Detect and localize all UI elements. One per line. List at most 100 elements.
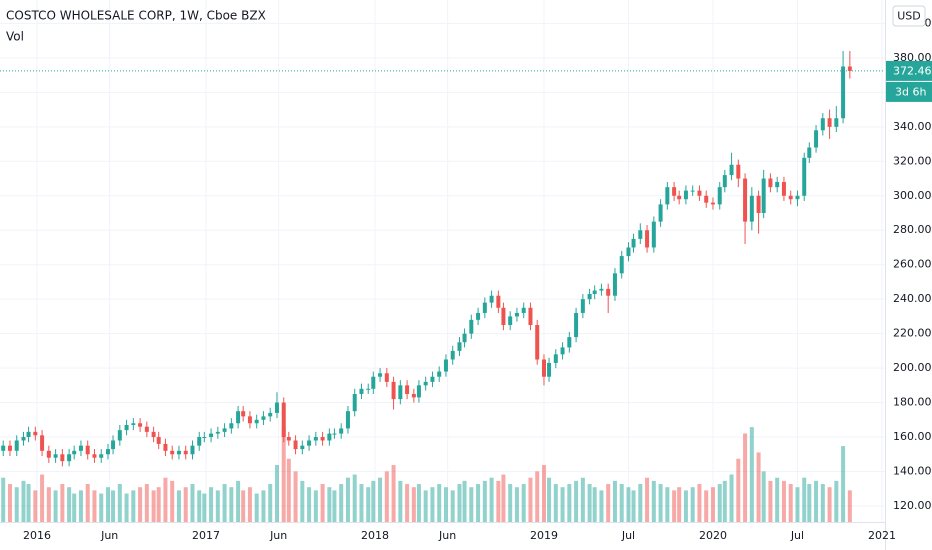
volume-bar (827, 487, 832, 522)
volume-bar (807, 484, 812, 522)
volume-bar (111, 490, 116, 522)
volume-bar (352, 474, 357, 522)
x-tick-label: 2016 (23, 529, 51, 542)
volume-bar (736, 458, 741, 522)
volume-bar (683, 490, 688, 522)
axes: 120.00 140.00 160.00 180.00 200.00 220.00 240.… (23, 16, 932, 542)
volume-bar (541, 465, 546, 522)
candle-body (535, 325, 540, 360)
candle-body (274, 402, 279, 413)
candle-body (352, 393, 357, 412)
candle-body (722, 175, 727, 188)
volume-bar (99, 493, 104, 522)
volume-bar (592, 487, 597, 522)
countdown-box (886, 81, 932, 102)
candle-body (7, 445, 12, 451)
volume-bar (313, 490, 318, 522)
candle-body (156, 437, 161, 444)
candle-body (528, 307, 533, 326)
candle-body (482, 302, 487, 313)
candle-body (170, 450, 175, 455)
candle-body (254, 419, 259, 424)
volume-bar (1, 477, 6, 522)
volume-bar (85, 484, 90, 522)
candle-body (78, 445, 83, 451)
candle-body (416, 385, 421, 398)
volume-bar (795, 487, 800, 522)
candle-body (190, 445, 195, 455)
volume-bar (768, 480, 773, 522)
x-tick-label: 2019 (530, 529, 558, 542)
volume-bar (268, 484, 273, 522)
candle-body (756, 195, 761, 214)
volume-bar (847, 490, 852, 522)
volume-bar (521, 484, 526, 522)
volume-label: Vol (6, 30, 24, 44)
y-tick-label: 200.00 (893, 361, 932, 374)
volume-bar (781, 480, 786, 522)
candle-body (567, 337, 572, 348)
volume-bar (416, 484, 421, 522)
candle-body (60, 454, 65, 462)
volume-bar (197, 490, 202, 522)
x-tick-label: Jun (100, 529, 118, 542)
volume-bar (645, 477, 650, 522)
y-tick-label: 240.00 (893, 292, 932, 305)
candle-body (327, 433, 332, 441)
candle-body (209, 433, 214, 438)
volume-bar (437, 484, 442, 522)
volume-bar (332, 490, 337, 522)
y-tick-label: 260.00 (893, 258, 932, 271)
candle-body (743, 178, 748, 222)
volume-bar (457, 484, 462, 522)
volume-bar (761, 471, 766, 522)
y-tick-label: 320.00 (893, 154, 932, 167)
x-tick-label: Jul (790, 529, 804, 542)
candle-body (496, 295, 501, 308)
candle-body (521, 307, 526, 313)
candle-body (710, 202, 715, 205)
volume-bar (222, 484, 227, 522)
volume-bar (384, 471, 389, 522)
volume-bar (658, 484, 663, 522)
candle-body (53, 454, 58, 458)
volume-bar (775, 477, 780, 522)
candle-body (67, 454, 72, 462)
volume-bar (215, 490, 220, 522)
volume-bar (300, 480, 305, 522)
candle-body (599, 288, 604, 291)
volume-bar (599, 490, 604, 522)
volume-bar (469, 487, 474, 522)
currency-button[interactable] (892, 5, 926, 27)
candle-body (268, 412, 273, 417)
volume-bar (151, 490, 156, 522)
last-price-box (886, 60, 932, 81)
volume-bar (366, 487, 371, 522)
candle-body (697, 190, 702, 196)
candle-body (547, 362, 552, 377)
candle-body (320, 437, 325, 441)
y-tick-label: 140.00 (893, 465, 932, 478)
candle-body (665, 187, 670, 205)
volume-bar (124, 493, 129, 522)
candle-body (236, 411, 241, 424)
candle-body (423, 381, 428, 386)
chart-title: COSTCO WHOLESALE CORP, 1W, Cboe BZX (6, 9, 266, 23)
volume-bar (535, 471, 540, 522)
candle-body (443, 359, 448, 372)
volume-bar (229, 487, 234, 522)
candle-body (405, 385, 410, 394)
candle-body (631, 238, 636, 248)
candle-body (391, 381, 396, 400)
volume-bar (241, 490, 246, 522)
candle-body (176, 450, 181, 455)
candle-body (411, 393, 416, 398)
x-tick-label: 2018 (361, 529, 389, 542)
volume-bar (274, 465, 279, 522)
candle-body (286, 437, 291, 441)
candle-body (215, 431, 220, 434)
volume-bar (26, 484, 31, 522)
candle-body (366, 388, 371, 390)
currency-label[interactable]: USD (897, 10, 921, 23)
candle-body (592, 290, 597, 295)
